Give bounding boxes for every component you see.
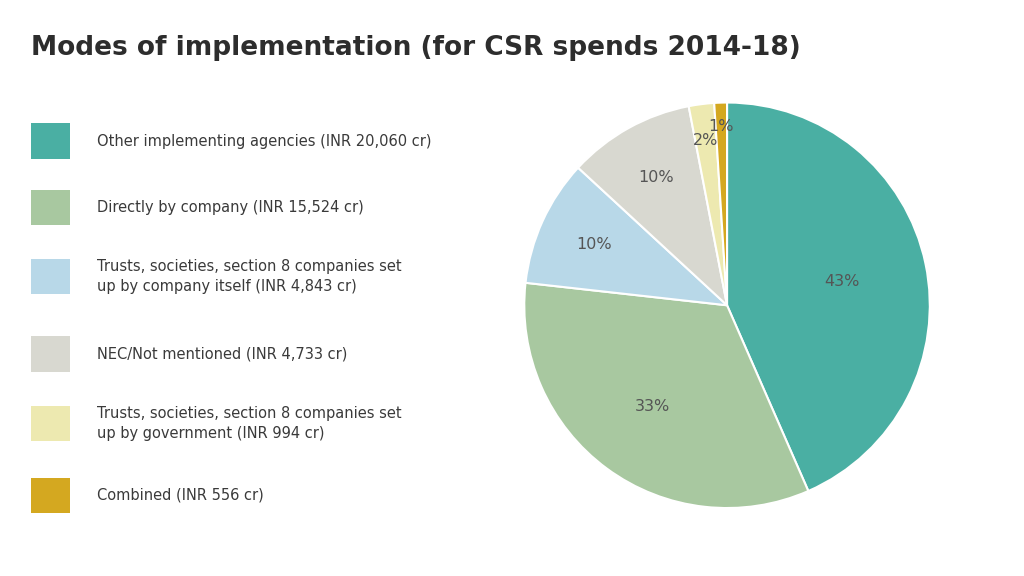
Text: Modes of implementation (for CSR spends 2014-18): Modes of implementation (for CSR spends … [31,35,801,60]
Text: 1%: 1% [709,119,734,134]
Text: 10%: 10% [577,237,612,252]
Text: 2%: 2% [693,133,719,148]
Text: 10%: 10% [638,170,674,185]
Text: NEC/Not mentioned (INR 4,733 cr): NEC/Not mentioned (INR 4,733 cr) [97,347,348,362]
Wedge shape [579,106,727,305]
Wedge shape [714,103,727,305]
Text: Other implementing agencies (INR 20,060 cr): Other implementing agencies (INR 20,060 … [97,134,432,149]
Wedge shape [525,168,727,305]
Text: Trusts, societies, section 8 companies set
up by company itself (INR 4,843 cr): Trusts, societies, section 8 companies s… [97,259,401,294]
Text: 43%: 43% [824,274,860,289]
Text: Trusts, societies, section 8 companies set
up by government (INR 994 cr): Trusts, societies, section 8 companies s… [97,406,401,441]
Text: 33%: 33% [635,399,670,414]
Wedge shape [524,283,808,508]
Text: Combined (INR 556 cr): Combined (INR 556 cr) [97,488,264,503]
Wedge shape [727,103,930,491]
Wedge shape [689,103,727,305]
Text: Directly by company (INR 15,524 cr): Directly by company (INR 15,524 cr) [97,200,364,215]
